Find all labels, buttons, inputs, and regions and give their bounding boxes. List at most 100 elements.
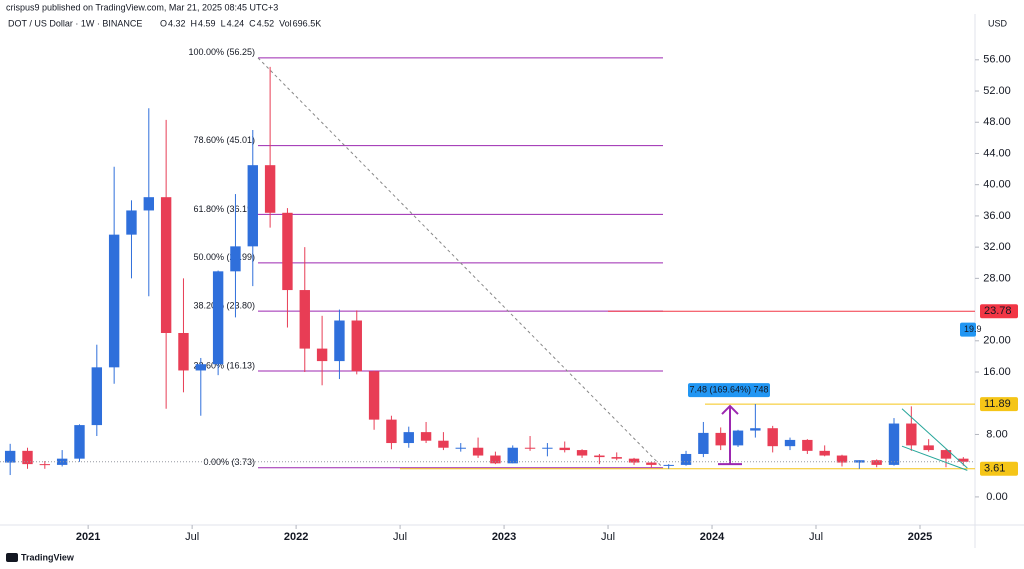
x-tick-label: Jul [809,531,823,543]
y-tick-label: 48.00 [983,116,1011,128]
legend-value: 4.32 [168,18,186,28]
candle-body [351,320,362,372]
wedge-line [901,408,968,469]
brand-logo [6,553,18,562]
measure-arrow [721,404,739,415]
candle-body [195,364,206,371]
candle-body [455,447,466,449]
legend-value: 4.24 [227,18,245,28]
candle-body [854,460,865,463]
x-tick-label: Jul [601,531,615,543]
candle-body [732,430,744,446]
price-tag-label: 3.61 [984,463,1005,475]
y-tick-label: 32.00 [983,241,1011,253]
candle-body [91,367,103,426]
legend-key: L [221,18,226,28]
candle-body [923,445,934,451]
currency: USD [988,18,1008,28]
header: crispus9 published on TradingView.com, M… [6,2,278,12]
candle-body [680,453,692,465]
fib-label: 78.60% (45.01) [193,135,255,145]
candle-body [143,197,155,211]
candle-body [299,290,310,349]
y-tick-label: 8.00 [986,428,1007,440]
candle-body [611,457,622,459]
price-tag-label: 11.89 [984,398,1011,410]
fib-label: 50.00% (29.99) [193,252,255,262]
candle-body [819,450,830,456]
candle-body [39,464,51,466]
candle-body [247,165,258,247]
legend-key: Vol [279,18,292,28]
legend-value: 696.5K [293,18,322,28]
candle-body [698,432,709,454]
price-tag [980,461,1018,476]
fib-label: 23.60% (16.13) [193,360,255,370]
candle-body [264,165,276,213]
price-tag [980,304,1018,319]
candle-body [871,460,882,465]
candle-body [940,450,952,459]
candle-body [4,450,16,463]
x-tick-label: 2023 [492,531,516,543]
brand: TradingView [21,552,75,562]
candle-body [178,332,189,371]
x-tick-label: 2022 [284,531,308,543]
price-tag [980,397,1018,412]
candle-body [646,462,657,465]
candle-body [750,428,761,431]
candle-body [230,246,241,272]
candle-body [784,439,796,447]
y-tick-label: 0.00 [986,491,1007,503]
candle-body [56,458,68,465]
fib-label: 0.00% (3.73) [203,457,255,467]
y-tick-label: 20.00 [983,335,1011,347]
candle-body [212,271,224,365]
candle-body [576,450,588,456]
candle-body [282,212,293,291]
candle-body [160,197,172,333]
candle-body [126,210,137,235]
fib-label: 61.80% (36.19) [193,204,255,214]
candle-body [836,455,848,463]
legend-key: O [160,18,167,28]
candle-body [108,234,120,368]
candle-body [559,447,570,451]
candle-body [524,447,536,449]
candle-body [316,348,328,362]
candle-body [403,432,414,444]
y-tick-label: 40.00 [983,179,1011,191]
wedge-line [901,445,968,471]
measure-label: 7.48 (169.64%) 748 [689,384,768,394]
candle-body [958,458,969,462]
fib-label: 38.20% (23.80) [193,301,255,311]
x-tick-label: Jul [393,531,407,543]
y-tick-label: 56.00 [983,54,1011,66]
measure-box [688,383,770,398]
candle-body [22,450,33,465]
x-tick-label: Jul [185,531,199,543]
fib-label: 100.00% (56.25) [188,47,255,57]
price-tag-label: 23.78 [984,305,1012,317]
plot: O 4.32 H 4.59 L 4.24 C 4.52 Vol 696.5K 0.00 8.00 16.… [0,18,1018,543]
candle-body [888,423,900,465]
candle-body [628,458,640,463]
candle-body [386,419,397,444]
candle-body [420,432,432,441]
y-tick-label: 52.00 [983,85,1011,97]
candle-body [334,320,345,362]
candle-body [767,428,778,447]
candle-body [438,440,449,448]
candle-body [472,447,484,456]
y-tick-label: 28.00 [983,272,1011,284]
y-tick-label: 16.00 [983,366,1011,378]
legend-key: H [191,18,198,28]
legend-key: C [249,18,256,28]
x-tick-label: 2021 [76,531,100,543]
candle-body [74,425,85,459]
x-tick-label: 2025 [908,531,932,543]
y-tick-label: 36.00 [983,210,1011,222]
legend-value: 4.52 [257,18,275,28]
symbol: DOT / US Dollar · 1W · BINANCE [8,18,142,28]
